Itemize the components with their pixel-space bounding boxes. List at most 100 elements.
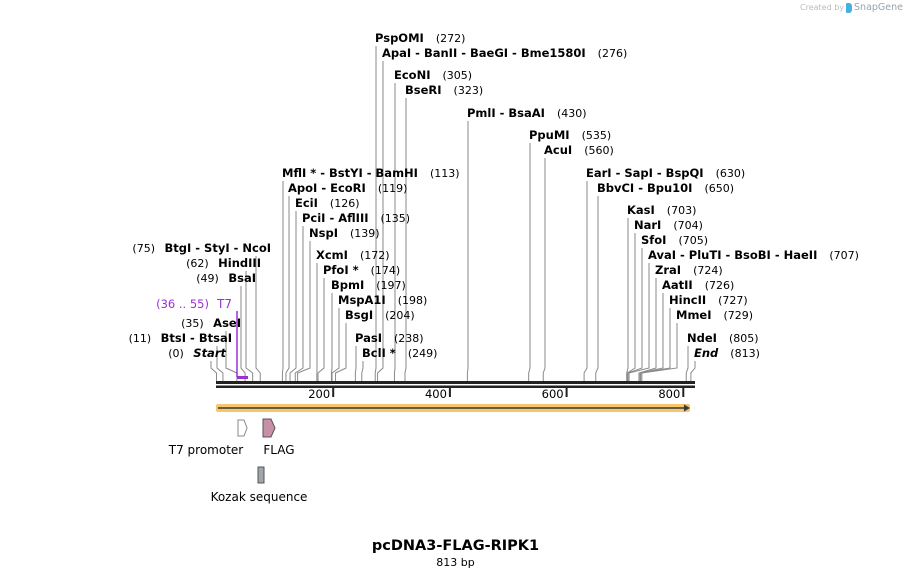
site-nspi[interactable]: NspI (139) [309,226,380,240]
site-eari-group[interactable]: EarI - SapI - BspQI (630) [586,166,745,180]
site-enzyme-name: AcuI [544,143,572,157]
site-enzyme-name: ZraI [655,263,681,277]
site-bbvci-group[interactable]: BbvCI - Bpu10I (650) [597,181,734,195]
site-ppumi[interactable]: PpuMI (535) [529,128,611,142]
site-xcmi[interactable]: XcmI (172) [316,248,390,262]
ruler-tick-label: 800 [658,387,680,401]
svg-text:EarI - SapI - BspQI(630): EarI - SapI - BspQI (630) [586,166,745,180]
svg-text:HincII(727): HincII (727) [669,293,748,307]
site-pcii-group[interactable]: PciI - AflIII (135) [302,211,410,225]
site-enzyme-name: PasI [355,331,382,345]
site-sfoi[interactable]: SfoI (705) [641,233,708,247]
feature-t7-promoter[interactable]: T7 promoter [168,419,248,457]
site-position: (704) [673,219,703,232]
site-start[interactable]: (0) Start [168,346,226,360]
site-enzyme-name: PfoI * [323,263,359,277]
svg-text:PpuMI(535): PpuMI (535) [529,128,611,142]
site-end[interactable]: End (813) [694,346,760,360]
site-position: (135) [381,212,411,225]
svg-text:EciI(126): EciI (126) [295,196,360,210]
site-apai-group[interactable]: ApaI - BanII - BaeGI - Bme1580I (276) [382,46,627,60]
t7-primer[interactable]: (36 .. 55) T7 [156,297,248,379]
site-enzyme-name: AatII [662,278,693,292]
site-connector [595,196,599,381]
ruler-tick-label: 600 [542,387,564,401]
site-connector [281,181,284,381]
site-acui[interactable]: AcuI (560) [544,143,614,157]
site-avai-group[interactable]: AvaI - PluTI - BsoBI - HaeII (707) [648,248,859,262]
site-bpmi[interactable]: BpmI (197) [331,278,406,292]
site-aatii[interactable]: AatII (726) [662,278,734,292]
site-bcli[interactable]: BclI * (249) [362,346,437,360]
snapgene-credit[interactable]: Created by SnapGene [800,2,903,13]
site-connector [331,308,340,381]
site-bsgi[interactable]: BsgI (204) [345,308,415,322]
site-asei[interactable]: (35) AseI [181,316,241,330]
site-mspa1i[interactable]: MspA1I (198) [338,293,427,307]
site-position: (305) [442,69,472,82]
site-position: (707) [829,249,859,262]
site-btsi-group[interactable]: (11) BtsI - BtsaI [129,331,232,345]
svg-text:BsgI(204): BsgI (204) [345,308,415,322]
site-zrai[interactable]: ZraI (724) [655,263,723,277]
site-connector [285,196,290,381]
site-enzyme-name: BtsI - BtsaI [161,331,232,345]
site-hincii[interactable]: HincII (727) [669,293,748,307]
site-connector [639,293,664,381]
svg-text:EcoNI(305): EcoNI (305) [394,68,472,82]
ruler-tick-label: 400 [425,387,447,401]
site-pfoi[interactable]: PfoI * (174) [323,263,400,277]
site-position: (729) [724,309,754,322]
feature-flag[interactable]: FLAG [262,418,295,457]
site-connector [583,181,588,381]
site-bsai[interactable]: (49) BsaI [196,271,256,285]
site-connector [289,211,297,381]
site-enzyme-name: PmlI - BsaAI [467,106,545,120]
site-position: (805) [729,332,759,345]
site-apoi-group[interactable]: ApoI - EcoRI (119) [288,181,407,195]
svg-text:PmlI - BsaAI(430): PmlI - BsaAI (430) [467,106,587,120]
site-connector [393,83,396,381]
site-position: (430) [557,107,587,120]
site-enzyme-name: MspA1I [338,293,386,307]
site-position: (119) [378,182,408,195]
site-hindiii[interactable]: (62) HindIII [186,256,261,270]
site-enzyme-name: PpuMI [529,128,570,142]
orf-arrow[interactable] [216,404,690,412]
svg-text:PspOMI(272): PspOMI (272) [375,31,465,45]
site-enzyme-name: BbvCI - Bpu10I [597,181,692,195]
site-connector [627,248,643,381]
site-connector [240,286,246,381]
site-kasi[interactable]: KasI (703) [627,203,696,217]
site-connector [528,143,531,381]
site-connector [297,241,311,381]
svg-text:ApaI - BanII - BaeGI - Bme1: ApaI - BanII - BaeGI - Bme1580I (276) [382,46,627,60]
site-mfli-group[interactable]: MflI * - BstYI - BamHI (113) [282,166,460,180]
site-position: (727) [718,294,748,307]
site-position: (630) [716,167,746,180]
site-nari[interactable]: NarI (704) [634,218,703,232]
site-enzyme-name: EarI - SapI - BspQI [586,166,704,180]
site-econi[interactable]: EcoNI (305) [394,68,472,82]
site-mmei[interactable]: MmeI (729) [676,308,753,322]
site-position: (113) [430,167,460,180]
site-pmli-group[interactable]: PmlI - BsaAI (430) [467,106,587,120]
svg-text:(0) Start: (0) Start [168,346,226,360]
site-connector [317,278,325,381]
site-enzyme-name: EciI [295,196,318,210]
feature-kozak[interactable]: Kozak sequence [211,466,308,504]
credit-prefix: Created by [800,3,845,12]
site-connector [466,121,469,381]
site-bseri[interactable]: BseRI (323) [405,83,483,97]
site-pspomi[interactable]: PspOMI (272) [375,31,465,45]
site-ecii[interactable]: EciI (126) [295,196,360,210]
svg-text:PciI - AflIII(135): PciI - AflIII (135) [302,211,410,225]
site-connector [404,98,407,381]
site-pasi[interactable]: PasI (238) [355,331,424,345]
site-btgi-group[interactable]: (75) BtgI - StyI - NcoI [132,241,271,255]
site-position: (172) [360,249,390,262]
site-enzyme-name: MflI * - BstYI - BamHI [282,166,418,180]
ruler: 200 400 600 800 [308,387,685,401]
site-ndei[interactable]: NdeI (805) [687,331,759,345]
site-connector [641,323,678,381]
